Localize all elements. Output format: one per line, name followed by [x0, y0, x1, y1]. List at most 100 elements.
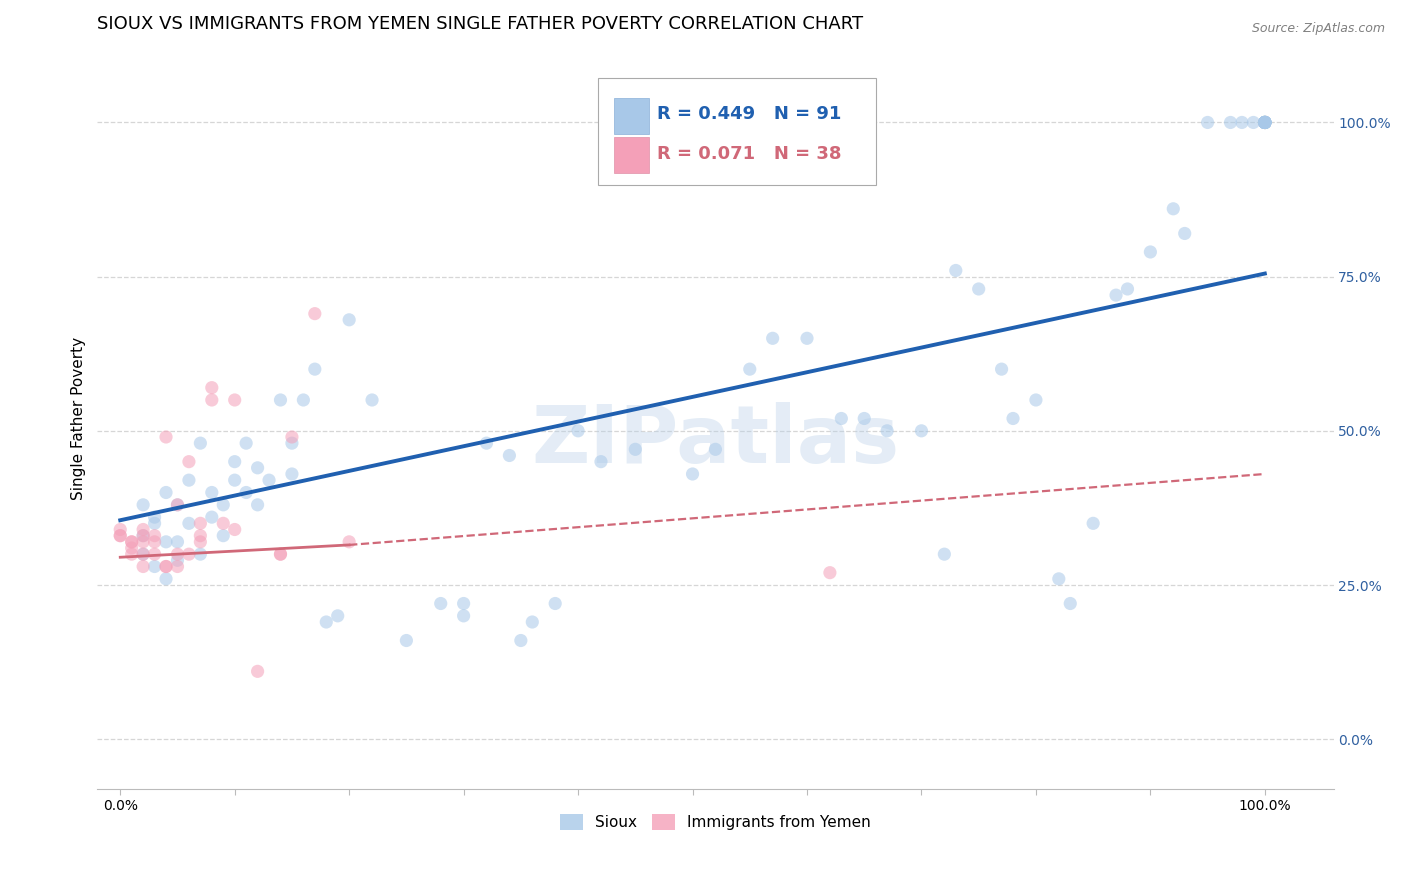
Point [1174, 227, 1197, 241]
Point [281, 430, 304, 444]
Point [166, 534, 188, 549]
Point [853, 411, 876, 425]
Point [1241, 115, 1264, 129]
Point [1254, 115, 1277, 129]
Point [1254, 115, 1277, 129]
Legend: Sioux, Immigrants from Yemen: Sioux, Immigrants from Yemen [554, 808, 877, 837]
Point [155, 572, 177, 586]
Point [143, 559, 166, 574]
Point [1254, 115, 1277, 129]
Point [132, 547, 155, 561]
Point [1254, 115, 1277, 129]
Point [1254, 115, 1277, 129]
Point [1197, 115, 1219, 129]
Point [224, 523, 246, 537]
Point [1254, 115, 1277, 129]
Point [762, 331, 785, 345]
Point [1254, 115, 1277, 129]
Point [132, 523, 155, 537]
Point [453, 608, 475, 623]
Point [190, 516, 212, 531]
Point [1254, 115, 1277, 129]
Point [155, 485, 177, 500]
Point [1105, 288, 1128, 302]
Point [1081, 516, 1104, 531]
Point [166, 547, 188, 561]
Point [132, 529, 155, 543]
Point [224, 473, 246, 487]
Point [704, 442, 727, 457]
Point [190, 436, 212, 450]
Point [246, 460, 269, 475]
Point [143, 510, 166, 524]
Point [1025, 392, 1047, 407]
Point [269, 392, 291, 407]
Point [201, 392, 224, 407]
Point [177, 473, 200, 487]
Point [315, 615, 337, 629]
Point [190, 534, 212, 549]
Point [1254, 115, 1277, 129]
Point [201, 381, 224, 395]
Point [269, 547, 291, 561]
Point [177, 547, 200, 561]
Point [429, 597, 451, 611]
Point [166, 553, 188, 567]
Point [257, 473, 280, 487]
Point [212, 498, 235, 512]
Point [201, 485, 224, 500]
Text: Source: ZipAtlas.com: Source: ZipAtlas.com [1251, 22, 1385, 36]
Point [269, 547, 291, 561]
Text: SIOUX VS IMMIGRANTS FROM YEMEN SINGLE FATHER POVERTY CORRELATION CHART: SIOUX VS IMMIGRANTS FROM YEMEN SINGLE FA… [97, 15, 863, 33]
Point [738, 362, 761, 376]
Point [498, 449, 520, 463]
Point [876, 424, 898, 438]
Point [967, 282, 990, 296]
Point [224, 392, 246, 407]
Point [1254, 115, 1277, 129]
Point [177, 516, 200, 531]
Point [337, 534, 360, 549]
Point [910, 424, 932, 438]
Point [110, 523, 132, 537]
Point [201, 510, 224, 524]
Point [281, 467, 304, 481]
Point [544, 597, 567, 611]
Point [121, 547, 143, 561]
Point [155, 534, 177, 549]
Point [143, 516, 166, 531]
Point [110, 529, 132, 543]
Point [110, 529, 132, 543]
Point [1254, 115, 1277, 129]
Y-axis label: Single Father Poverty: Single Father Poverty [72, 337, 86, 500]
Point [624, 442, 647, 457]
Point [235, 485, 257, 500]
Point [361, 392, 384, 407]
Point [143, 529, 166, 543]
Point [190, 529, 212, 543]
Point [177, 455, 200, 469]
Point [143, 534, 166, 549]
Point [1002, 411, 1025, 425]
Text: R = 0.071   N = 38: R = 0.071 N = 38 [658, 145, 842, 162]
Point [121, 541, 143, 555]
Point [1254, 115, 1277, 129]
Point [121, 534, 143, 549]
Point [246, 498, 269, 512]
Point [292, 392, 315, 407]
Point [155, 559, 177, 574]
FancyBboxPatch shape [614, 98, 648, 134]
Point [1161, 202, 1184, 216]
Point [326, 608, 349, 623]
Point [1254, 115, 1277, 129]
Point [337, 313, 360, 327]
Point [304, 362, 326, 376]
Point [224, 455, 246, 469]
Point [155, 430, 177, 444]
Point [522, 615, 544, 629]
Point [1047, 572, 1070, 586]
Point [304, 307, 326, 321]
FancyBboxPatch shape [614, 137, 648, 173]
Text: ZIPatlas: ZIPatlas [531, 401, 900, 480]
Point [155, 559, 177, 574]
